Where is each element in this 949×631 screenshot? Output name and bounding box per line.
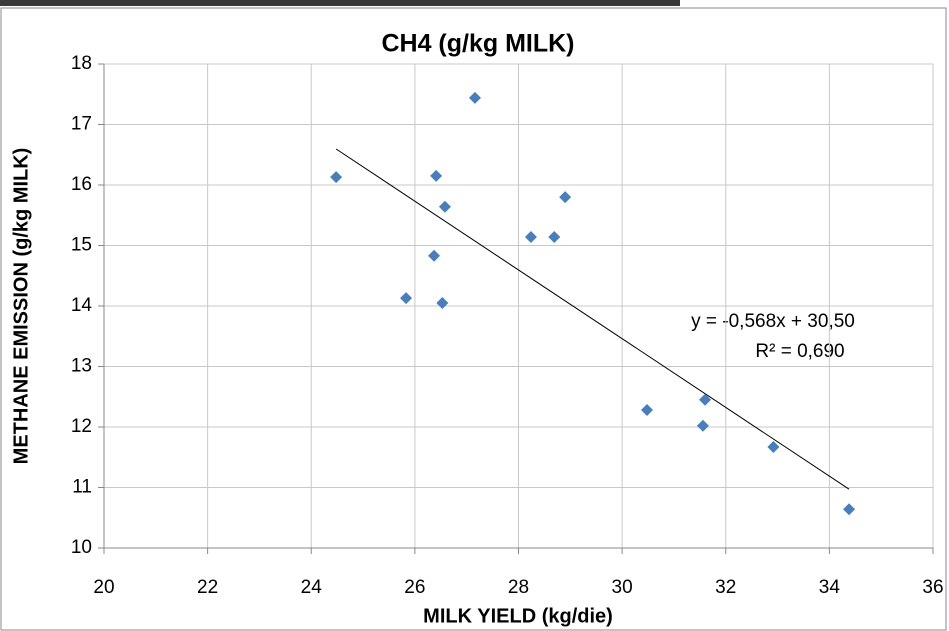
x-tick-label: 30 [612,577,633,598]
trendline [335,148,850,490]
chart-title: CH4 (g/kg MILK) [381,30,574,58]
x-tick-label: 24 [301,577,323,598]
data-point [438,200,451,213]
r-squared-label: R² = 0,690 [755,341,844,362]
x-tick-label: 22 [197,577,218,598]
data-point [430,169,443,182]
data-point [699,393,712,406]
y-tick-label: 15 [71,235,92,256]
y-tick-label: 14 [71,295,93,316]
x-axis-label: MILK YIELD (kg/die) [423,605,613,627]
y-tick-label: 13 [71,356,92,377]
data-point [696,419,709,432]
y-tick-label: 17 [71,114,92,135]
data-point [843,503,856,516]
data-point [428,249,441,262]
y-tick-label: 11 [72,477,92,498]
frame [0,7,947,631]
x-tick-label: 32 [715,577,736,598]
data-point [767,440,780,453]
x-tick-label: 26 [404,577,425,598]
data-point [548,231,561,244]
equation-label: y = -0,568x + 30,50 [691,311,855,332]
data-point [640,404,653,417]
x-tick-label: 34 [819,577,841,598]
x-tick-label: 36 [922,577,943,598]
data-point [436,296,449,309]
x-tick-label: 20 [93,577,114,598]
y-tick-label: 12 [71,416,92,437]
photo-edge [0,0,680,6]
y-axis-label: METHANE EMISSION (g/kg MILK) [10,148,32,465]
data-point [559,191,572,204]
data-point [400,292,413,305]
y-tick-label: 10 [71,537,92,558]
y-tick-label: 16 [71,174,92,195]
data-point [330,171,343,184]
x-tick-label: 28 [508,577,529,598]
data-point [468,91,481,104]
y-tick-label: 18 [71,53,92,74]
data-point [524,231,537,244]
